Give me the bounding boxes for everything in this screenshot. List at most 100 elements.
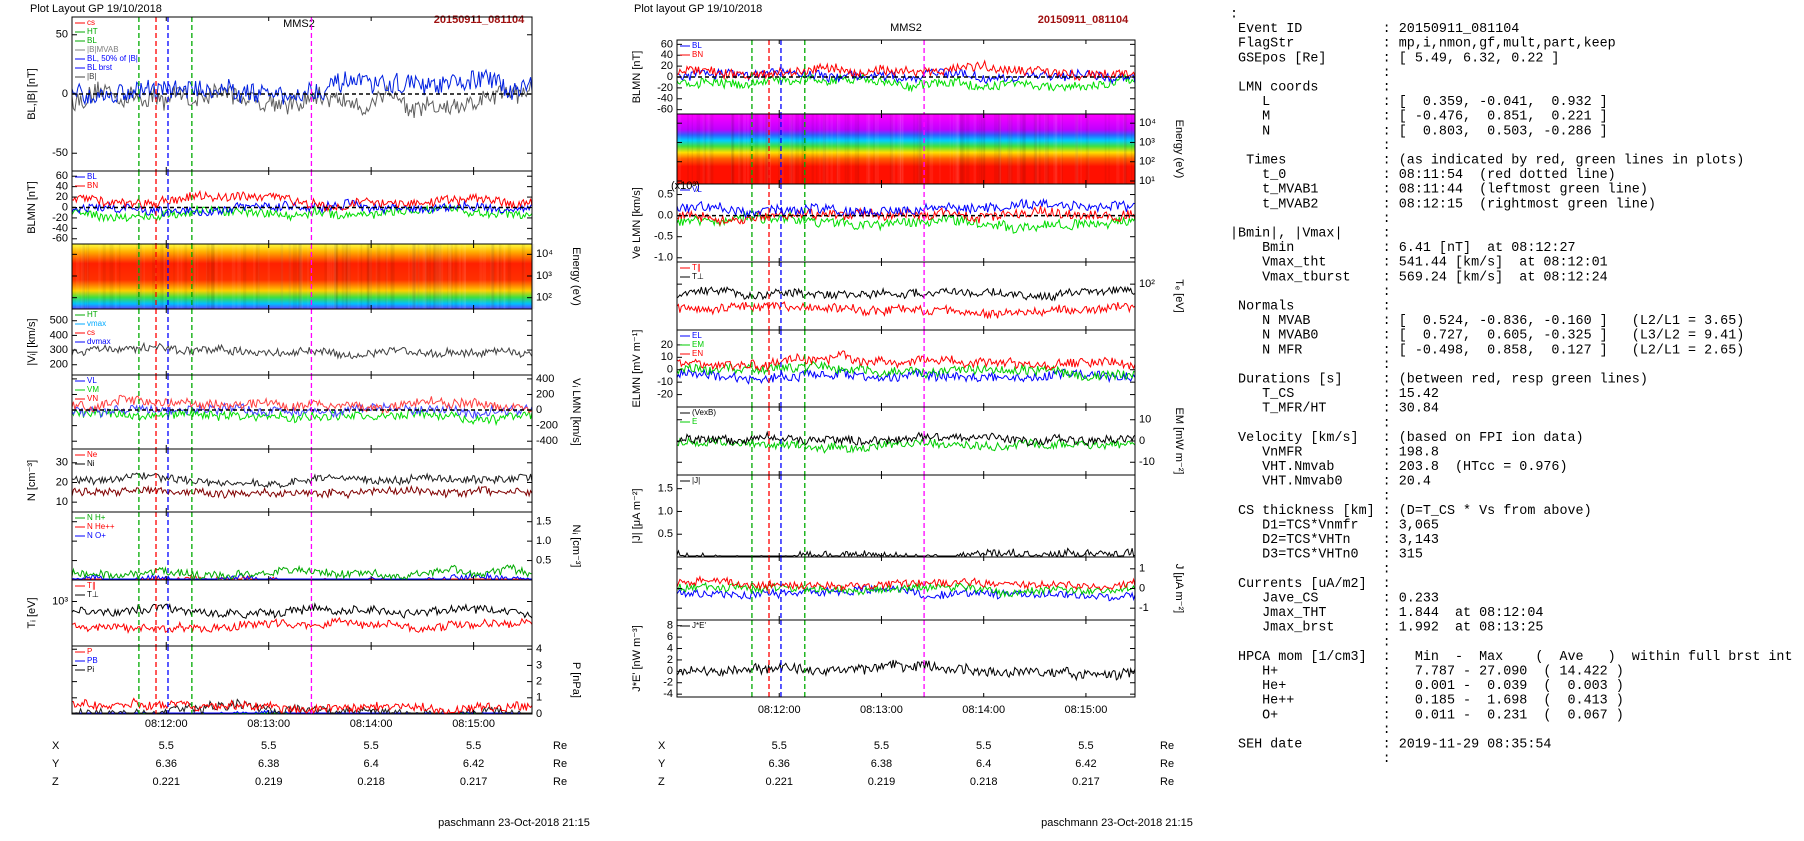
spectrogram-streak (326, 244, 331, 309)
spectrogram-streak (1080, 114, 1082, 184)
spectrogram-streak (739, 114, 743, 184)
spectrogram-streak (206, 244, 210, 309)
info-line: H+ : 7.787 - 27.090 ( 14.422 ) (1230, 665, 1624, 680)
info-line: : (1230, 635, 1391, 650)
legend-label: (VexB) (692, 408, 716, 417)
y-tick-label: 10³ (536, 270, 552, 282)
spectrogram-streak (811, 114, 814, 184)
y-axis-label: BL,|B| [nT] (26, 68, 38, 120)
spectrogram-streak (500, 244, 502, 309)
spectrogram-streak (357, 244, 359, 309)
spectrogram-streak (521, 244, 524, 309)
legend-label: cs (87, 18, 95, 27)
spectrogram-streak (491, 244, 495, 309)
spectrogram-streak (764, 114, 768, 184)
panel-frame (71, 511, 533, 581)
y-axis-label: J [μA m⁻²] (1173, 564, 1185, 613)
spectrogram-streak (816, 114, 818, 184)
y-tick-label: 300 (50, 344, 68, 356)
info-line: HPCA mom [1/cm3] : Min - Max ( Ave ) wit… (1230, 650, 1793, 665)
spectrogram-streak (891, 114, 896, 184)
spectrogram-streak (1044, 114, 1048, 184)
coord-value: 5.5 (1078, 740, 1093, 752)
y-tick-label: 4 (667, 642, 673, 654)
coord-value: 6.38 (258, 758, 279, 770)
trace (676, 205, 1136, 227)
legend-label: BL (87, 36, 97, 45)
y-tick-label: 30 (56, 457, 68, 469)
spectrogram-streak (288, 244, 291, 309)
spectrogram-streak (366, 244, 370, 309)
spectrogram-streak (978, 114, 981, 184)
spectrogram-streak (257, 244, 260, 309)
spectrogram-streak (136, 244, 139, 309)
y-tick-label: -20 (657, 82, 673, 94)
y-tick-label: 20 (661, 339, 673, 351)
spectrogram-streak (1009, 114, 1013, 184)
info-line: M : [ -0.476, 0.851, 0.221 ] (1230, 110, 1608, 125)
spectrogram-streak (437, 244, 441, 309)
spectrogram-streak (193, 244, 196, 309)
spectrogram-streak (759, 114, 763, 184)
spectrogram-streak (731, 114, 735, 184)
spectrogram-streak (184, 244, 188, 309)
trace (676, 584, 1136, 602)
legend-label: N He++ (87, 522, 115, 531)
legend-label: J*E' (692, 621, 706, 630)
coord-name: Z (52, 776, 59, 788)
spectrogram-streak (479, 244, 483, 309)
spectrogram-streak (205, 244, 208, 309)
spectrogram-streak (114, 244, 117, 309)
spectrogram-streak (210, 244, 215, 309)
spectrogram-streak (952, 114, 955, 184)
x-tick-label: 08:13:00 (247, 718, 290, 730)
spectrogram-streak (678, 114, 681, 184)
trace (71, 204, 533, 223)
spectrogram-streak (163, 244, 166, 309)
spectrogram-streak (299, 244, 302, 309)
info-line: Currents [uA/m2] : (1230, 577, 1391, 592)
coord-value: 6.4 (976, 758, 991, 770)
trace (676, 360, 1136, 382)
y-tick-label: 6 (667, 631, 673, 643)
spectrogram-streak (1074, 114, 1078, 184)
spectrogram-streak (1033, 114, 1037, 184)
spectrogram-streak (836, 114, 839, 184)
spectrogram-streak (973, 114, 977, 184)
y-axis-label: Nᵢ [cm⁻³] (570, 525, 582, 568)
spectrogram-streak (980, 114, 982, 184)
legend-label: cs (87, 328, 95, 337)
coord-unit: Re (1160, 776, 1174, 788)
spectrogram-streak (152, 244, 156, 309)
spectrogram-streak (503, 244, 506, 309)
y-tick-label: 0.5 (658, 528, 673, 540)
info-line: : (1230, 66, 1391, 81)
spectrogram-streak (738, 114, 741, 184)
y-axis-label: BLMN [nT] (26, 181, 38, 234)
spectrogram-streak (963, 114, 966, 184)
spectrogram-streak (439, 244, 442, 309)
spectrogram-streak (434, 244, 438, 309)
legend-label: VL (87, 376, 97, 385)
y-tick-label: 40 (661, 49, 673, 61)
x-tick-label: 08:15:00 (452, 718, 495, 730)
spectrogram-streak (1104, 114, 1107, 184)
spectrogram-streak (926, 114, 930, 184)
spectrogram-streak (136, 244, 139, 309)
spectrogram-streak (873, 114, 875, 184)
info-line: t_MVAB1 : 08:11:44 (leftmost green line) (1230, 183, 1648, 198)
y-axis-label: N [cm⁻³] (26, 460, 38, 501)
y-tick-label: 200 (50, 359, 68, 371)
y-tick-label: 10⁴ (1139, 117, 1156, 129)
spectrogram-streak (231, 244, 236, 309)
coord-value: 5.5 (976, 740, 991, 752)
spectrogram-streak (267, 244, 270, 309)
spectrogram-streak (437, 244, 440, 309)
spectrogram-streak (368, 244, 372, 309)
legend-label: |J| (692, 476, 700, 485)
panel-frame (71, 16, 533, 172)
y-tick-label: -4 (663, 688, 673, 700)
spectrogram-streak (1053, 114, 1058, 184)
spectrogram-streak (913, 114, 916, 184)
spectrogram-streak (385, 244, 387, 309)
